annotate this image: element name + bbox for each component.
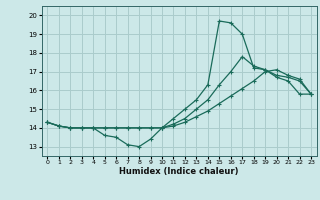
X-axis label: Humidex (Indice chaleur): Humidex (Indice chaleur) (119, 167, 239, 176)
